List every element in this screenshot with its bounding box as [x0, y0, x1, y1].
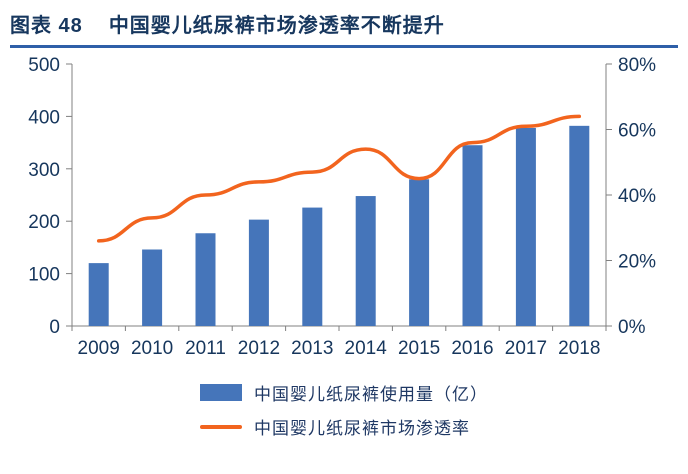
svg-text:400: 400 — [28, 107, 60, 128]
svg-text:2014: 2014 — [345, 338, 388, 359]
svg-text:20%: 20% — [618, 252, 656, 273]
svg-text:2013: 2013 — [291, 338, 333, 359]
svg-text:2012: 2012 — [238, 338, 280, 359]
svg-text:0: 0 — [49, 317, 60, 338]
svg-text:40%: 40% — [618, 186, 656, 207]
combo-chart-canvas: 0 100 200 300 400 500 0% 20% 40% 60% 80% 2009 2010 20… — [28, 55, 656, 359]
figure-number: 图表 48 — [10, 15, 83, 37]
svg-text:80%: 80% — [618, 55, 656, 76]
svg-text:2018: 2018 — [558, 338, 600, 359]
legend-block: 中国婴儿纸尿裤使用量（亿） 中国婴儿纸尿裤市场渗透率 — [200, 380, 488, 439]
svg-text:2010: 2010 — [131, 338, 173, 359]
legend-item-penetration: 中国婴儿纸尿裤市场渗透率 — [200, 414, 470, 439]
svg-text:200: 200 — [28, 212, 60, 233]
line-series-label: 中国婴儿纸尿裤市场渗透率 — [254, 419, 470, 438]
chart-area: 0 100 200 300 400 500 0% 20% 40% 60% 80% 2009 2010 20… — [0, 48, 688, 378]
header-divider — [10, 45, 678, 48]
svg-text:0%: 0% — [618, 317, 646, 338]
figure-title-row: 图表 48 中国婴儿纸尿裤市场渗透率不断提升 — [10, 9, 678, 38]
svg-text:2016: 2016 — [451, 338, 493, 359]
figure-title: 中国婴儿纸尿裤市场渗透率不断提升 — [108, 15, 445, 37]
bar-series-label: 中国婴儿纸尿裤使用量（亿） — [254, 385, 488, 404]
legend-item-usage: 中国婴儿纸尿裤使用量（亿） — [200, 380, 488, 405]
svg-text:300: 300 — [28, 160, 60, 181]
svg-text:2015: 2015 — [398, 338, 440, 359]
figure-header: 图表 48 中国婴儿纸尿裤市场渗透率不断提升 — [0, 0, 688, 48]
svg-text:100: 100 — [28, 265, 60, 286]
bar-series-swatch — [200, 384, 242, 401]
svg-text:2009: 2009 — [78, 338, 120, 359]
svg-text:2017: 2017 — [505, 338, 547, 359]
svg-text:2011: 2011 — [185, 338, 226, 359]
svg-text:500: 500 — [28, 55, 60, 76]
line-series-swatch — [200, 424, 242, 429]
chart-legend: 中国婴儿纸尿裤使用量（亿） 中国婴儿纸尿裤市场渗透率 — [0, 380, 688, 439]
svg-text:60%: 60% — [618, 121, 656, 142]
